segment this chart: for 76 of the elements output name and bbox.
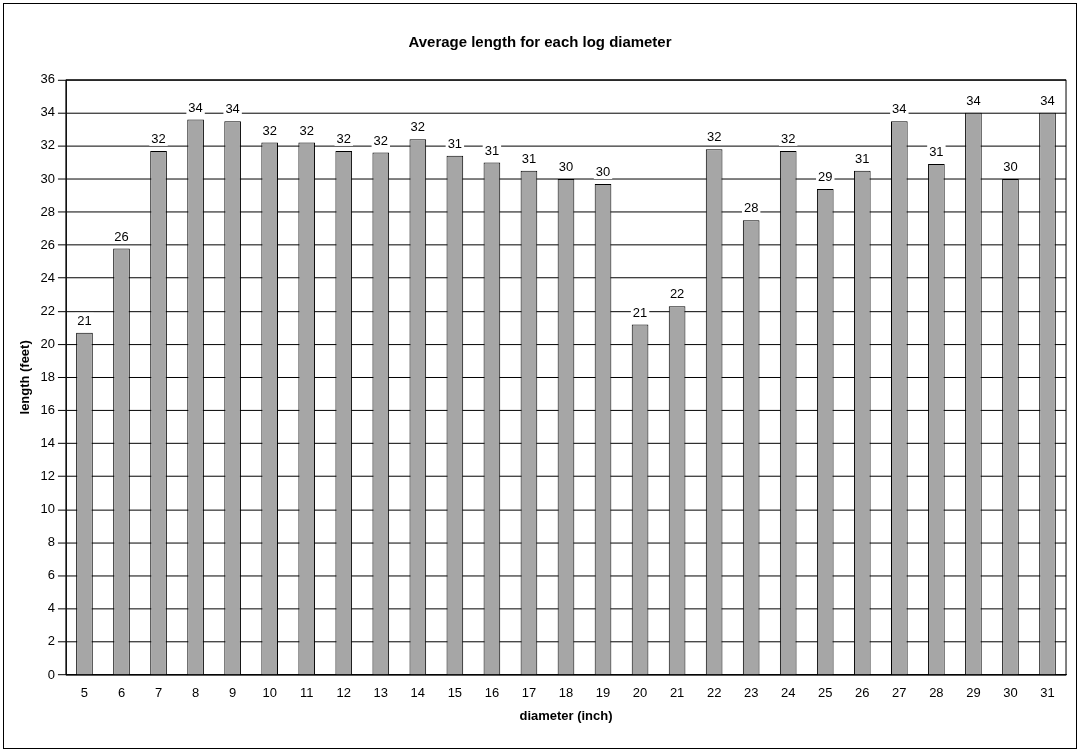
x-tick-label: 8 <box>191 685 200 701</box>
y-tick-label: 2 <box>47 633 55 649</box>
x-tick-label: 5 <box>80 685 89 701</box>
y-tick-label: 30 <box>40 170 55 186</box>
x-tick-label: 17 <box>521 685 537 701</box>
x-tick-label: 28 <box>929 685 944 701</box>
data-label: 28 <box>743 200 759 216</box>
data-label: 31 <box>855 150 870 166</box>
x-tick-label: 14 <box>410 685 426 701</box>
data-label: 21 <box>632 304 648 320</box>
data-label: 32 <box>151 130 166 146</box>
data-label: 21 <box>77 312 92 328</box>
data-label: 32 <box>373 132 388 148</box>
data-label: 30 <box>558 159 574 175</box>
data-label: 26 <box>114 228 129 244</box>
x-axis-title: diameter (inch) <box>519 707 613 723</box>
chart-title: Average length for each log diameter <box>408 33 672 51</box>
y-tick-label: 6 <box>47 567 55 583</box>
data-label: 34 <box>966 92 981 108</box>
x-tick-label: 26 <box>855 685 870 701</box>
data-label: 22 <box>669 286 685 302</box>
y-tick-label: 16 <box>40 402 55 418</box>
x-tick-label: 18 <box>558 685 574 701</box>
data-label: 34 <box>892 101 907 117</box>
x-tick-label: 21 <box>669 685 685 701</box>
x-tick-label: 6 <box>117 685 126 701</box>
data-label: 30 <box>1003 159 1018 175</box>
data-label: 31 <box>447 135 463 151</box>
data-label: 34 <box>1040 92 1055 108</box>
x-tick-label: 12 <box>336 685 351 701</box>
x-tick-label: 16 <box>484 685 500 701</box>
data-label: 32 <box>706 129 722 145</box>
x-tick-label: 19 <box>595 685 611 701</box>
x-tick-label: 15 <box>447 685 463 701</box>
x-tick-label: 11 <box>299 685 314 701</box>
x-tick-label: 20 <box>632 685 648 701</box>
data-label: 34 <box>225 101 240 117</box>
y-tick-label: 18 <box>40 368 55 384</box>
data-label: 32 <box>336 130 351 146</box>
y-tick-label: 36 <box>40 71 55 87</box>
y-tick-label: 28 <box>40 203 55 219</box>
x-tick-label: 29 <box>966 685 981 701</box>
data-label: 31 <box>929 144 944 160</box>
x-tick-label: 27 <box>892 685 907 701</box>
x-tick-label: 31 <box>1040 685 1055 701</box>
y-tick-label: 20 <box>40 335 55 351</box>
x-tick-label: 24 <box>781 685 796 701</box>
data-label: 29 <box>818 169 833 185</box>
data-label: 32 <box>262 122 277 138</box>
y-tick-label: 24 <box>40 269 55 285</box>
data-label: 34 <box>188 99 203 115</box>
y-tick-label: 4 <box>47 600 55 616</box>
data-label: 31 <box>521 150 537 166</box>
y-axis-title: length (feet) <box>17 340 33 415</box>
data-label: 32 <box>410 119 426 135</box>
data-label: 32 <box>299 122 314 138</box>
x-tick-label: 23 <box>743 685 759 701</box>
y-tick-label: 22 <box>40 302 55 318</box>
y-tick-label: 32 <box>40 137 55 153</box>
x-tick-label: 10 <box>262 685 277 701</box>
x-tick-label: 22 <box>706 685 722 701</box>
y-tick-label: 12 <box>40 468 55 484</box>
x-tick-label: 25 <box>818 685 833 701</box>
x-tick-label: 30 <box>1003 685 1018 701</box>
data-label: 31 <box>484 142 500 158</box>
y-tick-label: 34 <box>40 104 55 120</box>
data-label: 32 <box>781 130 796 146</box>
y-tick-label: 8 <box>47 534 55 550</box>
x-tick-label: 13 <box>373 685 388 701</box>
x-tick-label: 9 <box>229 685 237 701</box>
y-tick-label: 14 <box>40 435 55 451</box>
data-label: 30 <box>595 164 611 180</box>
y-tick-label: 26 <box>40 236 55 252</box>
y-tick-label: 10 <box>40 501 55 517</box>
x-tick-label: 7 <box>154 685 163 701</box>
y-tick-label: 0 <box>47 666 55 682</box>
